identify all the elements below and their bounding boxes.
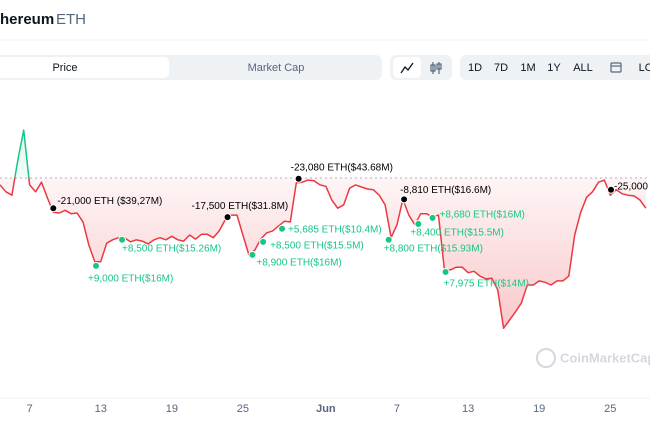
x-tick-label: 25 <box>604 403 616 415</box>
annotation-dot <box>607 185 616 194</box>
annotation-dot <box>259 237 268 246</box>
annotation-label: +7,975 ETH($14M) <box>444 279 529 290</box>
annotation-label: +8,400 ETH($15.5M) <box>410 228 504 239</box>
annotation-label: -21,000 ETH ($39,27M) <box>57 196 162 207</box>
annotation-dot <box>118 235 127 244</box>
annotation-label: -8,810 ETH($16.6M) <box>400 185 491 196</box>
line-icon <box>400 62 414 74</box>
annotation-dot <box>91 261 100 270</box>
annotation-label: -23,080 ETH($43.68M) <box>291 162 393 173</box>
annotation-label: -17,500 ETH($31.8M) <box>192 201 289 212</box>
tab-price[interactable]: Price <box>52 62 77 74</box>
annotation-label: +8,800 ETH($15.93M) <box>384 243 483 254</box>
annotation-dot <box>223 213 232 222</box>
x-tick-label: 19 <box>533 403 545 415</box>
price-area <box>0 130 646 329</box>
range-button[interactable]: 7D <box>494 62 508 74</box>
annotation-dot <box>414 220 423 228</box>
annotation-dot <box>49 204 58 213</box>
line-chart-button[interactable] <box>393 57 421 78</box>
range-button[interactable]: 1M <box>520 62 535 74</box>
candle-icon[interactable] <box>430 62 442 74</box>
annotation-label: +5,685 ETH($10.4M) <box>288 224 382 235</box>
calendar-icon[interactable] <box>610 62 622 73</box>
coin-name: hereum <box>0 11 54 28</box>
range-button[interactable]: ALL <box>573 62 593 74</box>
annotation-dot <box>294 174 303 183</box>
x-tick-label: 19 <box>166 403 178 415</box>
tab-active[interactable] <box>0 57 169 78</box>
watermark: CoinMarketCap <box>536 348 650 368</box>
tab-market-cap[interactable]: Market Cap <box>248 62 305 74</box>
annotation-dot <box>278 224 287 233</box>
annotation-dot <box>384 235 393 244</box>
watermark-text: CoinMarketCap <box>560 350 650 365</box>
x-tick-label: 13 <box>462 403 474 415</box>
range-button[interactable]: LO <box>639 62 650 74</box>
x-tick-label: 25 <box>237 403 249 415</box>
x-tick-label: Jun <box>316 403 336 415</box>
range-button[interactable]: 1Y <box>547 62 561 74</box>
annotation-dot <box>400 195 409 204</box>
annotation-label: +8,680 ETH($16M) <box>440 209 525 220</box>
price-line <box>0 129 647 329</box>
range-button[interactable]: 1D <box>468 62 482 74</box>
annotation-dot <box>428 213 437 222</box>
x-tick-label: 7 <box>394 403 400 415</box>
annotation-label: -25,000 <box>614 181 648 192</box>
annotation-dot <box>248 250 257 259</box>
x-tick-label: 13 <box>95 403 107 415</box>
annotation-label: +9,000 ETH($16M) <box>88 273 173 284</box>
annotation-label: +8,900 ETH($16M) <box>256 257 341 268</box>
annotation-label: +8,500 ETH($15.26M) <box>122 243 221 254</box>
annotation-dot <box>441 268 450 276</box>
annotation-label: +8,500 ETH($15.5M) <box>270 240 364 251</box>
coin-symbol: ETH <box>56 11 86 28</box>
x-tick-label: 7 <box>27 403 33 415</box>
range-group <box>460 55 650 80</box>
